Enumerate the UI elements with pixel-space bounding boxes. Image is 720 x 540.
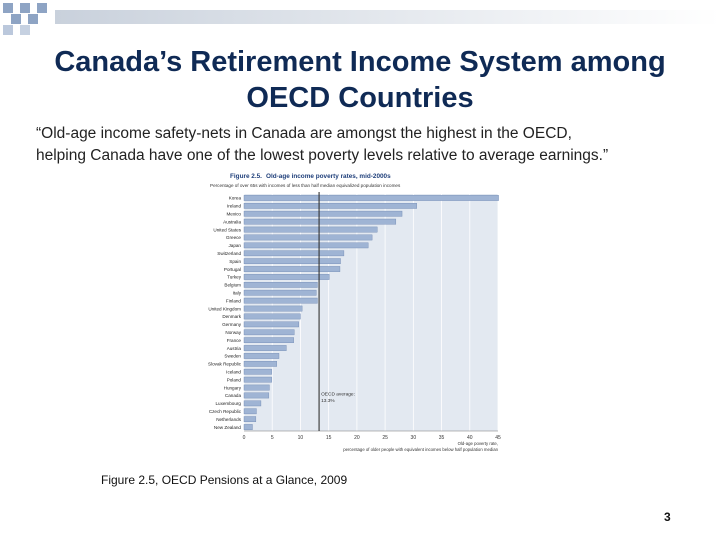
chart-subtitle: Percentage of over 65s with incomes of l… [210, 183, 401, 188]
bar [243, 424, 253, 430]
x-tick-label: 30 [411, 435, 417, 441]
bar [243, 305, 303, 312]
x-tick-label: 15 [326, 435, 332, 441]
bar [243, 376, 272, 383]
category-label: Denmark [222, 314, 241, 319]
category-label: Switzerland [217, 251, 241, 256]
category-label: New Zealand [214, 425, 242, 430]
corner-decoration [3, 3, 720, 35]
category-label: Canada [225, 393, 242, 398]
bar [243, 289, 317, 296]
bar [243, 345, 287, 351]
x-tick-label: 5 [271, 435, 274, 441]
x-tick-label: 0 [243, 435, 246, 441]
quote-line-2: helping Canada have one of the lowest po… [36, 147, 609, 164]
bar [243, 321, 299, 328]
quote-text: “Old-age income safety-nets in Canada ar… [36, 123, 696, 167]
x-axis-note-line-1: Old-age poverty rate, [458, 441, 498, 446]
bar [243, 329, 295, 336]
category-label: Germany [222, 322, 242, 327]
category-label: Netherlands [216, 417, 241, 422]
bar [243, 234, 373, 241]
bar [243, 250, 345, 257]
category-label: France [227, 338, 242, 343]
x-tick-label: 35 [439, 435, 445, 441]
category-label: Greece [226, 235, 242, 240]
category-label: Italy [233, 290, 242, 295]
category-label: Turkey [227, 275, 242, 280]
bar [243, 281, 318, 288]
category-label: Mexico [226, 211, 241, 216]
slide-title-line-2: OECD Countries [246, 82, 474, 114]
category-label: Finland [226, 298, 242, 303]
category-label: United States [213, 227, 241, 232]
bar [243, 368, 272, 375]
category-label: Spain [229, 259, 241, 264]
figure-caption: Figure 2.5, OECD Pensions at a Glance, 2… [101, 473, 348, 487]
bar [243, 400, 262, 407]
slide-title: Canada’s Retirement Income System among … [0, 44, 720, 116]
oecd-average-label: OECD average: [321, 391, 355, 397]
bar [243, 416, 257, 423]
category-label: Portugal [224, 267, 241, 272]
bar [243, 242, 369, 249]
x-axis-note-line-2: percentage of older people with equivale… [343, 447, 498, 452]
plot-background [244, 194, 498, 431]
x-tick-label: 40 [467, 435, 473, 441]
x-tick-label: 20 [354, 435, 360, 441]
category-label: United Kingdom [208, 306, 241, 311]
bar [243, 274, 330, 280]
category-label: Australia [223, 219, 241, 224]
bar [243, 258, 341, 265]
bar [243, 226, 378, 233]
poverty-rate-chart: Figure 2.5. Old-age income poverty rates,… [208, 173, 501, 452]
slide-title-line-1: Canada’s Retirement Income System among [54, 46, 666, 78]
bar [243, 313, 301, 320]
bar [243, 408, 257, 415]
bar [243, 203, 417, 209]
bar [243, 337, 294, 344]
category-label: Poland [227, 377, 242, 382]
oecd-average-value: 13.3% [321, 398, 335, 404]
chart-title: Old-age income poverty rates, mid-2000s [266, 173, 391, 180]
category-label: Sweden [224, 354, 241, 359]
bar [243, 210, 403, 217]
chart-figure: Figure 2.5. Old-age income poverty rates,… [198, 168, 508, 460]
category-label: Austria [227, 346, 242, 351]
category-label: Korea [229, 196, 242, 201]
bar [243, 392, 270, 399]
page-number: 3 [664, 510, 671, 524]
chart-figure-label: Figure 2.5. [230, 173, 262, 180]
category-label: Hungary [224, 385, 242, 390]
quote-line-1: “Old-age income safety-nets in Canada ar… [36, 125, 572, 142]
bar [243, 384, 270, 391]
category-label: Iceland [226, 369, 241, 374]
bar [243, 266, 341, 272]
category-label: Czech Republic [209, 409, 242, 414]
category-label: Norway [225, 330, 241, 335]
category-label: Luxembourg [215, 401, 241, 406]
bar [243, 360, 277, 367]
bar [243, 195, 499, 201]
bar [243, 218, 397, 225]
x-tick-label: 25 [382, 435, 388, 441]
bar [243, 353, 280, 359]
category-label: Japan [228, 243, 241, 248]
category-label: Belgium [224, 283, 241, 288]
x-tick-label: 45 [495, 435, 501, 441]
category-label: Ireland [227, 204, 241, 209]
x-tick-label: 10 [298, 435, 304, 441]
bar [243, 297, 318, 304]
category-label: Slovak Republic [208, 362, 242, 367]
